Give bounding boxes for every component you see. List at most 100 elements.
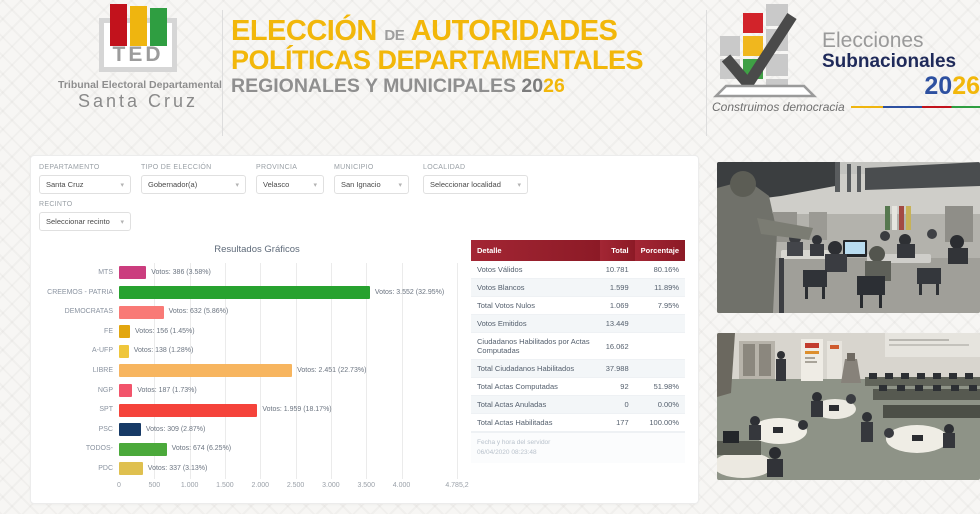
table-header-porcentaje: Porcentaje [634, 240, 685, 261]
porcentaje-cell: 51.98% [634, 377, 685, 396]
table-body: Votos Válidos 10.781 80.16% Votos Blancos 1.… [471, 261, 685, 432]
page-title: ELECCIÓN DE AUTORIDADES POLÍTICAS DEPART… [231, 16, 701, 97]
gridline [401, 263, 403, 479]
bar-value-label-creemos-patria: Votos: 3.552 (32.95%) [374, 288, 445, 296]
header-divider-left [222, 10, 223, 136]
bar-value-label-pdc: Votos: 337 (3.13%) [147, 465, 208, 472]
bar-psc[interactable] [119, 423, 141, 437]
porcentaje-cell [634, 359, 685, 378]
results-card: DEPARTAMENTO Santa Cruz ▾ TIPO DE ELECCIÓN G… [30, 155, 699, 504]
filter-municipio: MUNICIPIO San Ignacio ▾ [334, 164, 409, 194]
bar-value-label-mts: Votos: 386 (3.58%) [151, 269, 211, 276]
gridline [457, 263, 458, 479]
bar-value-label-spt: Votos: 1.959 (18.17%) [262, 406, 332, 414]
detalle-cell: Total Votos Nulos [471, 296, 600, 315]
bar-pdc[interactable] [119, 462, 143, 476]
photo-counting-room-2 [717, 333, 980, 480]
porcentaje-cell: 100.00% [634, 413, 685, 432]
bar-a-ufp[interactable] [119, 344, 129, 358]
title-eleccion: ELECCIÓN [231, 15, 377, 47]
porcentaje-cell: 11.89% [634, 278, 685, 297]
provincia-select[interactable]: Velasco ▾ [256, 175, 324, 194]
total-cell: 177 [599, 413, 635, 432]
bar-democratas[interactable] [119, 305, 164, 319]
table-header-row: Detalle Total Porcentaje [471, 240, 685, 261]
ballot-check-icon [712, 4, 818, 98]
logo-year: 2026 [822, 73, 980, 99]
category-label-spt: SPT [99, 406, 113, 414]
bar-value-label-a-ufp: Votos: 138 (1.28%) [133, 347, 194, 355]
bar-spt[interactable] [119, 403, 258, 417]
filter-localidad: LOCALIDAD Seleccionar localidad ▾ [423, 164, 528, 194]
departamento-selected-value: Santa Cruz [46, 180, 84, 189]
chevron-down-icon: ▾ [517, 181, 521, 189]
porcentaje-cell: 0.00% [634, 395, 685, 414]
table-row: Ciudadanos Habilitados por Actas Computa… [471, 332, 685, 360]
x-tick-label: 3.000 [322, 481, 340, 489]
total-cell: 92 [599, 377, 635, 396]
category-label-psc: PSC [98, 425, 113, 433]
municipio-selected-value: San Ignacio [341, 180, 381, 189]
total-cell: 13.449 [599, 314, 635, 333]
server-timestamp-value: 06/04/2020 08:23:48 [477, 448, 537, 456]
summary-table: Detalle Total Porcentaje Votos Válidos 10.7… [471, 240, 685, 463]
gridline [366, 263, 368, 479]
header: TED Tribunal Electoral Departamental San… [0, 0, 980, 150]
category-label-ngp: NGP [97, 386, 113, 394]
ted-green-bar [150, 8, 167, 46]
results-chart: Resultados Gráficos MTS Votos: 386 (3.58%… [41, 244, 473, 493]
bar-creemos-patria[interactable] [119, 285, 370, 299]
porcentaje-cell: 7.95% [634, 296, 685, 315]
detalle-cell: Votos Emitidos [471, 314, 600, 333]
bar-libre[interactable] [119, 364, 293, 378]
detalle-cell: Votos Válidos [471, 261, 600, 279]
total-cell: 37.988 [599, 359, 635, 378]
x-tick-label: 4.785,2 [445, 481, 469, 489]
porcentaje-cell: 80.16% [634, 261, 685, 279]
bar-mts[interactable] [119, 266, 147, 280]
ted-ballot-icon: TED [99, 4, 177, 72]
category-label-libre: LIBRE [92, 367, 113, 374]
category-label-creemos-patria: CREEMOS - PATRIA [47, 288, 113, 296]
header-divider-right [706, 10, 707, 136]
x-tick-label: 2.500 [286, 481, 305, 489]
server-timestamp-label: Fecha y hora del servidor [477, 439, 551, 446]
x-tick-label: 1.000 [180, 481, 199, 489]
table-row: Total Votos Nulos 1.069 7.95% [471, 296, 685, 315]
recinto-selected-value: Seleccionar recinto [46, 217, 110, 226]
recinto-select[interactable]: Seleccionar recinto ▾ [39, 212, 131, 231]
table-header-detalle: Detalle [471, 240, 600, 261]
filter-tipo-de-eleccion-label: TIPO DE ELECCIÓN [141, 164, 212, 171]
bar-todos[interactable] [119, 442, 167, 456]
table-row: Total Actas Computadas 92 51.98% [471, 377, 685, 396]
ted-logo: TED Tribunal Electoral Departamental San… [58, 4, 222, 112]
category-label-mts: MTS [98, 269, 113, 276]
title-autoridades: AUTORIDADES [410, 15, 618, 47]
chart-title: Resultados Gráficos [214, 244, 300, 255]
filter-recinto-label: RECINTO [39, 201, 73, 208]
municipio-select[interactable]: San Ignacio ▾ [334, 175, 409, 194]
logo-year-26: 26 [952, 71, 980, 100]
x-tick-label: 4.000 [392, 481, 411, 489]
detalle-cell: Votos Blancos [471, 278, 600, 297]
ted-acronym: TED [112, 43, 164, 66]
chart-x-axis: 0 500 1.000 1.500 2.000 2.500 3.000 3.500 4.000 4… [117, 479, 469, 493]
logo-elecciones: Elecciones [822, 29, 924, 52]
x-tick-label: 2.000 [251, 481, 270, 489]
porcentaje-cell [634, 314, 685, 333]
bar-ngp[interactable] [119, 383, 133, 397]
bar-value-label-democratas: Votos: 632 (5.86%) [168, 308, 229, 316]
filter-localidad-label: LOCALIDAD [423, 164, 466, 171]
photo-illustration-2 [717, 333, 980, 480]
filter-departamento: DEPARTAMENTO Santa Cruz ▾ [39, 164, 131, 194]
localidad-select[interactable]: Seleccionar localidad ▾ [423, 175, 528, 194]
filter-departamento-label: DEPARTAMENTO [39, 164, 100, 171]
title-de: DE [384, 27, 405, 44]
tipo-de-eleccion-select[interactable]: Gobernador(a) ▾ [141, 175, 246, 194]
x-tick-label: 3.500 [357, 481, 375, 489]
departamento-select[interactable]: Santa Cruz ▾ [39, 175, 131, 194]
category-label-fe: FE [104, 327, 113, 335]
bar-fe[interactable] [119, 325, 131, 339]
total-cell: 10.781 [599, 261, 635, 279]
